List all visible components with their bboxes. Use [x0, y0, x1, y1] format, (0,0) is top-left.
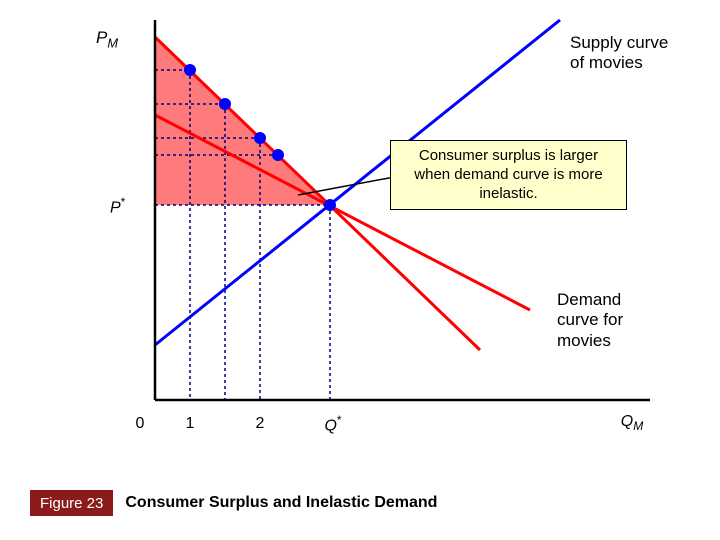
diagram-canvas: PM P* Supply curve of movies Demand curv…: [0, 0, 720, 540]
pstar-label: P*: [110, 195, 125, 217]
pm-label: PM: [96, 28, 118, 50]
equilibrium-dot: [324, 199, 336, 211]
callout-box: Consumer surplus is larger when demand c…: [390, 140, 627, 210]
qstar-letter: Q: [324, 417, 336, 434]
tick-qm: QM: [612, 413, 652, 433]
qm-letter: Q: [621, 413, 633, 430]
demand-label: Demand curve for movies: [557, 290, 667, 351]
figure-caption: Figure 23 Consumer Surplus and Inelastic…: [30, 490, 449, 516]
supply-label: Supply curve of movies: [570, 33, 680, 74]
tick-0: 0: [130, 415, 150, 433]
tick-2: 2: [250, 415, 270, 433]
equilibrium-droplines: [155, 205, 330, 400]
qm-subscript: M: [633, 419, 643, 433]
pm-subscript: M: [107, 35, 118, 50]
plot-svg: [0, 0, 720, 540]
figure-title: Consumer Surplus and Inelastic Demand: [113, 490, 449, 516]
figure-badge: Figure 23: [30, 490, 113, 516]
callout-pointer: [298, 175, 405, 195]
pm-letter: P: [96, 28, 107, 47]
qstar-superscript: *: [337, 413, 342, 427]
tick-1: 1: [180, 415, 200, 433]
pstar-letter: P: [110, 199, 121, 216]
pstar-superscript: *: [121, 195, 126, 209]
tick-qstar: Q*: [318, 413, 348, 435]
